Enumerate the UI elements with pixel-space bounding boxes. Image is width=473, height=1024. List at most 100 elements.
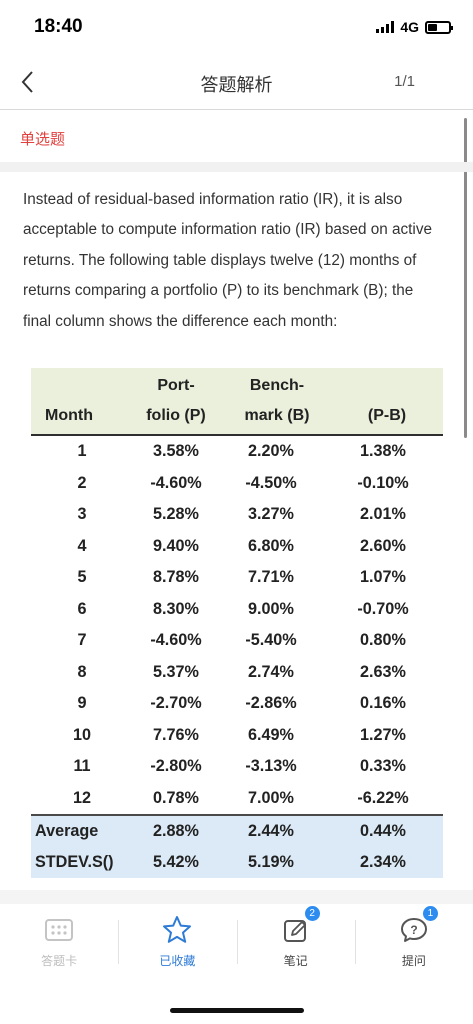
cell-month: 1 (77, 442, 87, 461)
cell-portfolio: 9.40% (153, 536, 199, 555)
cell-benchmark: 6.80% (248, 536, 294, 555)
cell-month: Average (35, 822, 99, 840)
question-type-label: 单选题 (20, 131, 66, 148)
cell-benchmark: -5.40% (245, 631, 297, 650)
ask-badge: 1 (422, 906, 438, 921)
cell-month: 5 (77, 568, 87, 587)
question-bubble-icon: ? 1 (398, 906, 438, 946)
status-indicators: 4G (376, 19, 453, 35)
cell-benchmark: 2.44% (248, 822, 294, 840)
scrollbar[interactable] (464, 118, 467, 438)
cell-month: 6 (77, 599, 87, 618)
header-difference: (P-B) (367, 407, 407, 424)
table-row: 5 8.78% 7.71% 1.07% (31, 562, 443, 594)
back-button[interactable] (12, 66, 42, 98)
header-rule (31, 434, 443, 436)
cell-portfolio: 5.42% (153, 853, 199, 871)
cell-portfolio: 8.30% (153, 599, 199, 618)
bottom-gap (0, 890, 473, 904)
question-text: Instead of residual-based information ra… (23, 191, 432, 330)
cell-benchmark: 7.00% (248, 788, 294, 807)
cell-portfolio: 5.37% (153, 662, 199, 681)
cell-difference: -0.10% (357, 473, 409, 492)
table-row: Average 2.88% 2.44% 0.44% (31, 816, 443, 847)
cell-benchmark: 9.00% (248, 599, 294, 618)
table-row: 8 5.37% 2.74% 2.63% (31, 657, 443, 689)
cell-portfolio: 7.76% (153, 725, 199, 744)
returns-table: Month Port- folio (P) Bench- mark (B) (P… (31, 368, 443, 878)
cell-portfolio: -4.60% (150, 473, 202, 492)
cell-month: 9 (77, 694, 87, 713)
cell-difference: -0.70% (357, 599, 409, 618)
cell-difference: -6.22% (357, 788, 409, 807)
cell-benchmark: 2.74% (248, 662, 294, 681)
home-indicator (170, 1008, 304, 1013)
cell-difference: 1.27% (360, 725, 406, 744)
status-time: 18:40 (34, 16, 83, 37)
notes-badge: 2 (304, 906, 320, 921)
header-portfolio-line1: Port- (157, 377, 195, 394)
chevron-left-icon (21, 71, 33, 93)
cell-month: 7 (77, 631, 87, 650)
page-counter: 1/1 (394, 73, 415, 90)
answer-card-icon (43, 914, 75, 946)
cell-benchmark: 2.20% (248, 442, 294, 461)
answer-card-button[interactable]: 答题卡 (0, 904, 118, 984)
table-row: 2 -4.60% -4.50% -0.10% (31, 468, 443, 500)
notes-label: 笔记 (283, 954, 308, 968)
cell-difference: 2.63% (360, 662, 406, 681)
status-bar: 18:40 4G (0, 0, 473, 52)
cell-benchmark: 3.27% (248, 505, 294, 524)
cell-benchmark: 7.71% (248, 568, 294, 587)
nav-bar: 答题解析 1/1 (0, 56, 473, 110)
battery-icon (425, 20, 453, 34)
cell-month: 2 (77, 473, 87, 492)
ask-label: 提问 (401, 954, 426, 968)
cell-portfolio: -4.60% (150, 631, 202, 650)
table-row: 10 7.76% 6.49% 1.27% (31, 720, 443, 752)
signal-icon (376, 21, 395, 33)
cell-month: 3 (77, 505, 87, 524)
cell-benchmark: 6.49% (248, 725, 294, 744)
cell-benchmark: -4.50% (245, 473, 297, 492)
cell-difference: 0.16% (360, 694, 406, 713)
cell-difference: 2.01% (360, 505, 406, 524)
table-row: 12 0.78% 7.00% -6.22% (31, 783, 443, 815)
table-row: 1 3.58% 2.20% 1.38% (31, 436, 443, 468)
table-body: 1 3.58% 2.20% 1.38% 2 -4.60% -4.50% -0.10% 3 5.28… (31, 436, 443, 814)
table-row: 6 8.30% 9.00% -0.70% (31, 594, 443, 626)
table-summary: Average 2.88% 2.44% 0.44% STDEV.S() 5.42% 5.19… (31, 814, 443, 878)
cell-difference: 1.07% (360, 568, 406, 587)
header-benchmark-line1: Bench- (249, 377, 305, 394)
cell-benchmark: -2.86% (245, 694, 297, 713)
cell-month: 12 (72, 788, 91, 807)
ask-button[interactable]: ? 1 提问 (354, 904, 473, 984)
cell-month: 4 (77, 536, 87, 555)
star-icon (161, 914, 193, 946)
table-row: 3 5.28% 3.27% 2.01% (31, 499, 443, 531)
favorite-label: 已收藏 (159, 954, 196, 968)
cell-portfolio: -2.80% (150, 757, 202, 776)
cell-difference: 0.33% (360, 757, 406, 776)
edit-note-icon: 2 (280, 906, 320, 946)
cell-portfolio: 8.78% (153, 568, 199, 587)
divider (0, 162, 473, 172)
cell-difference: 1.38% (360, 442, 406, 461)
cell-difference: 0.44% (360, 822, 406, 840)
header-portfolio-line2: folio (P) (146, 407, 206, 424)
cell-month: 10 (72, 725, 91, 744)
header-benchmark-line2: mark (B) (244, 407, 310, 424)
notes-button[interactable]: 2 笔记 (236, 904, 355, 984)
cell-difference: 2.60% (360, 536, 406, 555)
cell-difference: 2.34% (360, 853, 406, 871)
bottom-toolbar: 答题卡 已收藏 2 笔记 ? 1 提问 (0, 904, 473, 984)
table-row: 11 -2.80% -3.13% 0.33% (31, 751, 443, 783)
table-row: STDEV.S() 5.42% 5.19% 2.34% (31, 847, 443, 878)
cell-portfolio: 3.58% (153, 442, 199, 461)
answer-card-label: 答题卡 (41, 954, 78, 968)
favorite-button[interactable]: 已收藏 (118, 904, 236, 984)
cell-portfolio: 0.78% (153, 788, 199, 807)
page-title: 答题解析 (200, 75, 273, 95)
svg-text:?: ? (410, 923, 417, 937)
cell-month: STDEV.S() (35, 853, 114, 871)
